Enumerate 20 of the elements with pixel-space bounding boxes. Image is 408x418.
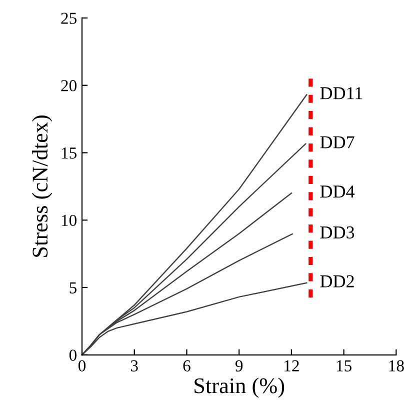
series-label: DD2 (320, 275, 354, 288)
y-tick-label: 15 (62, 148, 76, 159)
x-tick-label: 18 (389, 360, 404, 372)
y-axis-title: Stress (cN/dtex) (32, 116, 52, 257)
y-tick-label: 5 (70, 282, 76, 294)
x-tick-label: 6 (183, 360, 190, 372)
series-label: DD11 (320, 87, 362, 100)
y-tick-label: 10 (62, 214, 77, 226)
x-tick-label: 9 (235, 360, 243, 372)
y-tick-label: 0 (69, 350, 77, 361)
series-label: DD4 (320, 186, 355, 198)
x-tick-label: 12 (284, 360, 299, 372)
series-label: DD3 (320, 226, 354, 239)
x-tick-label: 3 (131, 360, 138, 372)
y-tick-label: 20 (61, 80, 77, 92)
y-tick-label: 25 (61, 12, 76, 24)
x-tick-label: 15 (336, 360, 352, 372)
series-label: DD7 (320, 136, 354, 148)
x-axis-title: Strain (%) (194, 378, 284, 398)
x-tick-label: 0 (78, 360, 86, 372)
